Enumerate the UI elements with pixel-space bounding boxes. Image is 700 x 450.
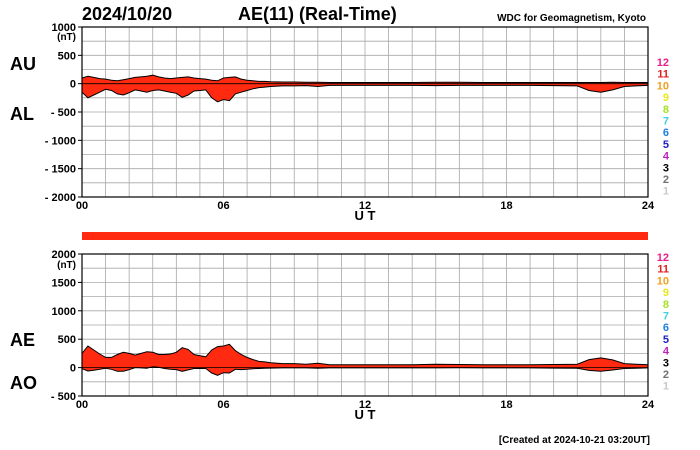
- y-tick-label: 1000: [52, 306, 76, 318]
- plot-frame: [81, 253, 649, 397]
- scale-level-label: 6: [663, 127, 669, 139]
- y-tick-label: 0: [70, 79, 76, 91]
- scale-level-label: 7: [663, 116, 669, 128]
- x-tick-label: 06: [217, 200, 229, 212]
- scale-level-label: 5: [663, 334, 669, 346]
- scale-level-label: 2: [663, 174, 669, 186]
- x-tick-label: 12: [359, 399, 371, 411]
- scale-level-label: 1: [663, 186, 669, 198]
- y-axis-unit: (nT): [57, 32, 76, 43]
- y-tick-label: 500: [58, 50, 76, 62]
- scale-level-label: 3: [663, 162, 669, 174]
- x-tick-label: 18: [500, 200, 512, 212]
- activity-bar: [82, 232, 648, 240]
- y-tick-label: 500: [58, 334, 76, 346]
- scale-level-label: 9: [663, 92, 669, 104]
- au-al-panel: 1000 500 0 - 500 - 1000 - 1500 - 2000 (nT) 00 06 1…: [10, 22, 655, 223]
- scale-level-label: 1: [663, 381, 669, 393]
- scale-level-label: 2: [663, 369, 669, 381]
- y-tick-label: 1500: [52, 277, 76, 289]
- side-label-ae: AE: [10, 330, 35, 350]
- x-axis-label: U T: [355, 407, 376, 422]
- x-axis-label: U T: [355, 208, 376, 223]
- created-timestamp: [Created at 2024-10-21 03:20UT]: [499, 435, 650, 446]
- x-tick-label: 24: [642, 200, 655, 212]
- side-label-al: AL: [10, 104, 34, 124]
- series-area-fill: [82, 75, 648, 102]
- y-tick-label: - 500: [51, 107, 76, 119]
- scale-level-label: 4: [663, 151, 670, 163]
- scale-level-label: 12: [657, 252, 669, 264]
- scale-level-label: 11: [657, 264, 669, 276]
- series-line-ae: [81, 343, 649, 366]
- scale-level-label: 5: [663, 139, 669, 151]
- y-tick-label: 1000: [52, 22, 76, 34]
- date-title: 2024/10/20: [82, 4, 172, 24]
- side-label-au: AU: [10, 54, 36, 74]
- x-tick-label: 00: [76, 399, 88, 411]
- scale-level-label: 8: [663, 104, 669, 116]
- scale-level-label: 11: [657, 69, 669, 81]
- scale-level-label: 8: [663, 299, 669, 311]
- y-tick-label: - 2000: [45, 192, 76, 204]
- scale-level-label: 10: [657, 80, 669, 92]
- scale-level-label: 4: [663, 346, 670, 358]
- source-label: WDC for Geomagnetism, Kyoto: [497, 13, 646, 24]
- side-label-ao: AO: [10, 373, 37, 393]
- x-tick-label: 06: [217, 399, 229, 411]
- scale-level-label: 6: [663, 322, 669, 334]
- series-line-au: [81, 74, 648, 83]
- ae-ao-panel: 2000 1500 1000 500 0 - 500 (nT) 00 06 12 18 24 U T AE…: [10, 232, 655, 422]
- x-tick-label: 24: [642, 399, 655, 411]
- y-tick-label: 2000: [52, 249, 76, 261]
- scale-level-label: 10: [657, 275, 669, 287]
- plot-title: AE(11) (Real-Time): [238, 4, 397, 24]
- x-tick-label: 12: [359, 200, 371, 212]
- series-line-al: [81, 84, 649, 103]
- scale-level-label: 9: [663, 287, 669, 299]
- scale-level-label: 3: [663, 357, 669, 369]
- y-axis-unit: (nT): [57, 260, 76, 271]
- x-tick-label: 00: [76, 200, 88, 212]
- scale-level-label: 7: [663, 311, 669, 323]
- y-tick-label: 0: [70, 363, 76, 375]
- y-tick-label: - 1500: [45, 164, 76, 176]
- y-tick-label: - 500: [51, 391, 76, 403]
- x-tick-label: 18: [500, 399, 512, 411]
- y-tick-label: - 1000: [45, 135, 76, 147]
- scale-level-label: 12: [657, 57, 669, 69]
